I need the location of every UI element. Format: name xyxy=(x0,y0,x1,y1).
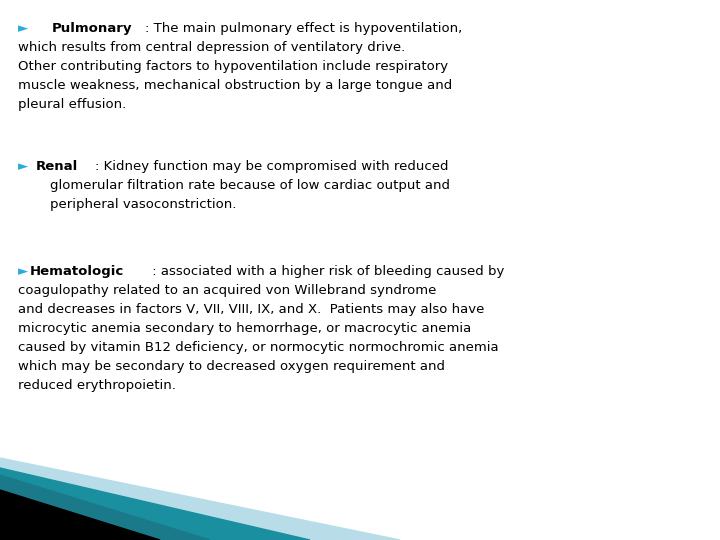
Text: and decreases in factors V, VII, VIII, IX, and X.  Patients may also have: and decreases in factors V, VII, VIII, I… xyxy=(18,303,485,316)
Polygon shape xyxy=(0,468,310,540)
Text: ►: ► xyxy=(18,265,28,278)
Text: Pulmonary: Pulmonary xyxy=(52,22,132,35)
Text: coagulopathy related to an acquired von Willebrand syndrome: coagulopathy related to an acquired von … xyxy=(18,284,436,297)
Text: ►: ► xyxy=(18,22,28,35)
Text: Other contributing factors to hypoventilation include respiratory: Other contributing factors to hypoventil… xyxy=(18,60,448,73)
Text: : Kidney function may be compromised with reduced: : Kidney function may be compromised wit… xyxy=(95,160,449,173)
Text: pleural effusion.: pleural effusion. xyxy=(18,98,126,111)
Polygon shape xyxy=(0,458,400,540)
Text: ►: ► xyxy=(18,160,28,173)
Text: caused by vitamin B12 deficiency, or normocytic normochromic anemia: caused by vitamin B12 deficiency, or nor… xyxy=(18,341,499,354)
Text: peripheral vasoconstriction.: peripheral vasoconstriction. xyxy=(50,198,236,211)
Text: muscle weakness, mechanical obstruction by a large tongue and: muscle weakness, mechanical obstruction … xyxy=(18,79,452,92)
Text: which results from central depression of ventilatory drive.: which results from central depression of… xyxy=(18,41,405,54)
Text: reduced erythropoietin.: reduced erythropoietin. xyxy=(18,379,176,392)
Text: : associated with a higher risk of bleeding caused by: : associated with a higher risk of bleed… xyxy=(148,265,505,278)
Text: Hematologic: Hematologic xyxy=(30,265,125,278)
Text: microcytic anemia secondary to hemorrhage, or macrocytic anemia: microcytic anemia secondary to hemorrhag… xyxy=(18,322,472,335)
Text: glomerular filtration rate because of low cardiac output and: glomerular filtration rate because of lo… xyxy=(50,179,450,192)
Polygon shape xyxy=(0,490,160,540)
Polygon shape xyxy=(0,475,210,540)
Text: : The main pulmonary effect is hypoventilation,: : The main pulmonary effect is hypoventi… xyxy=(145,22,462,35)
Text: Renal: Renal xyxy=(36,160,78,173)
Text: which may be secondary to decreased oxygen requirement and: which may be secondary to decreased oxyg… xyxy=(18,360,445,373)
